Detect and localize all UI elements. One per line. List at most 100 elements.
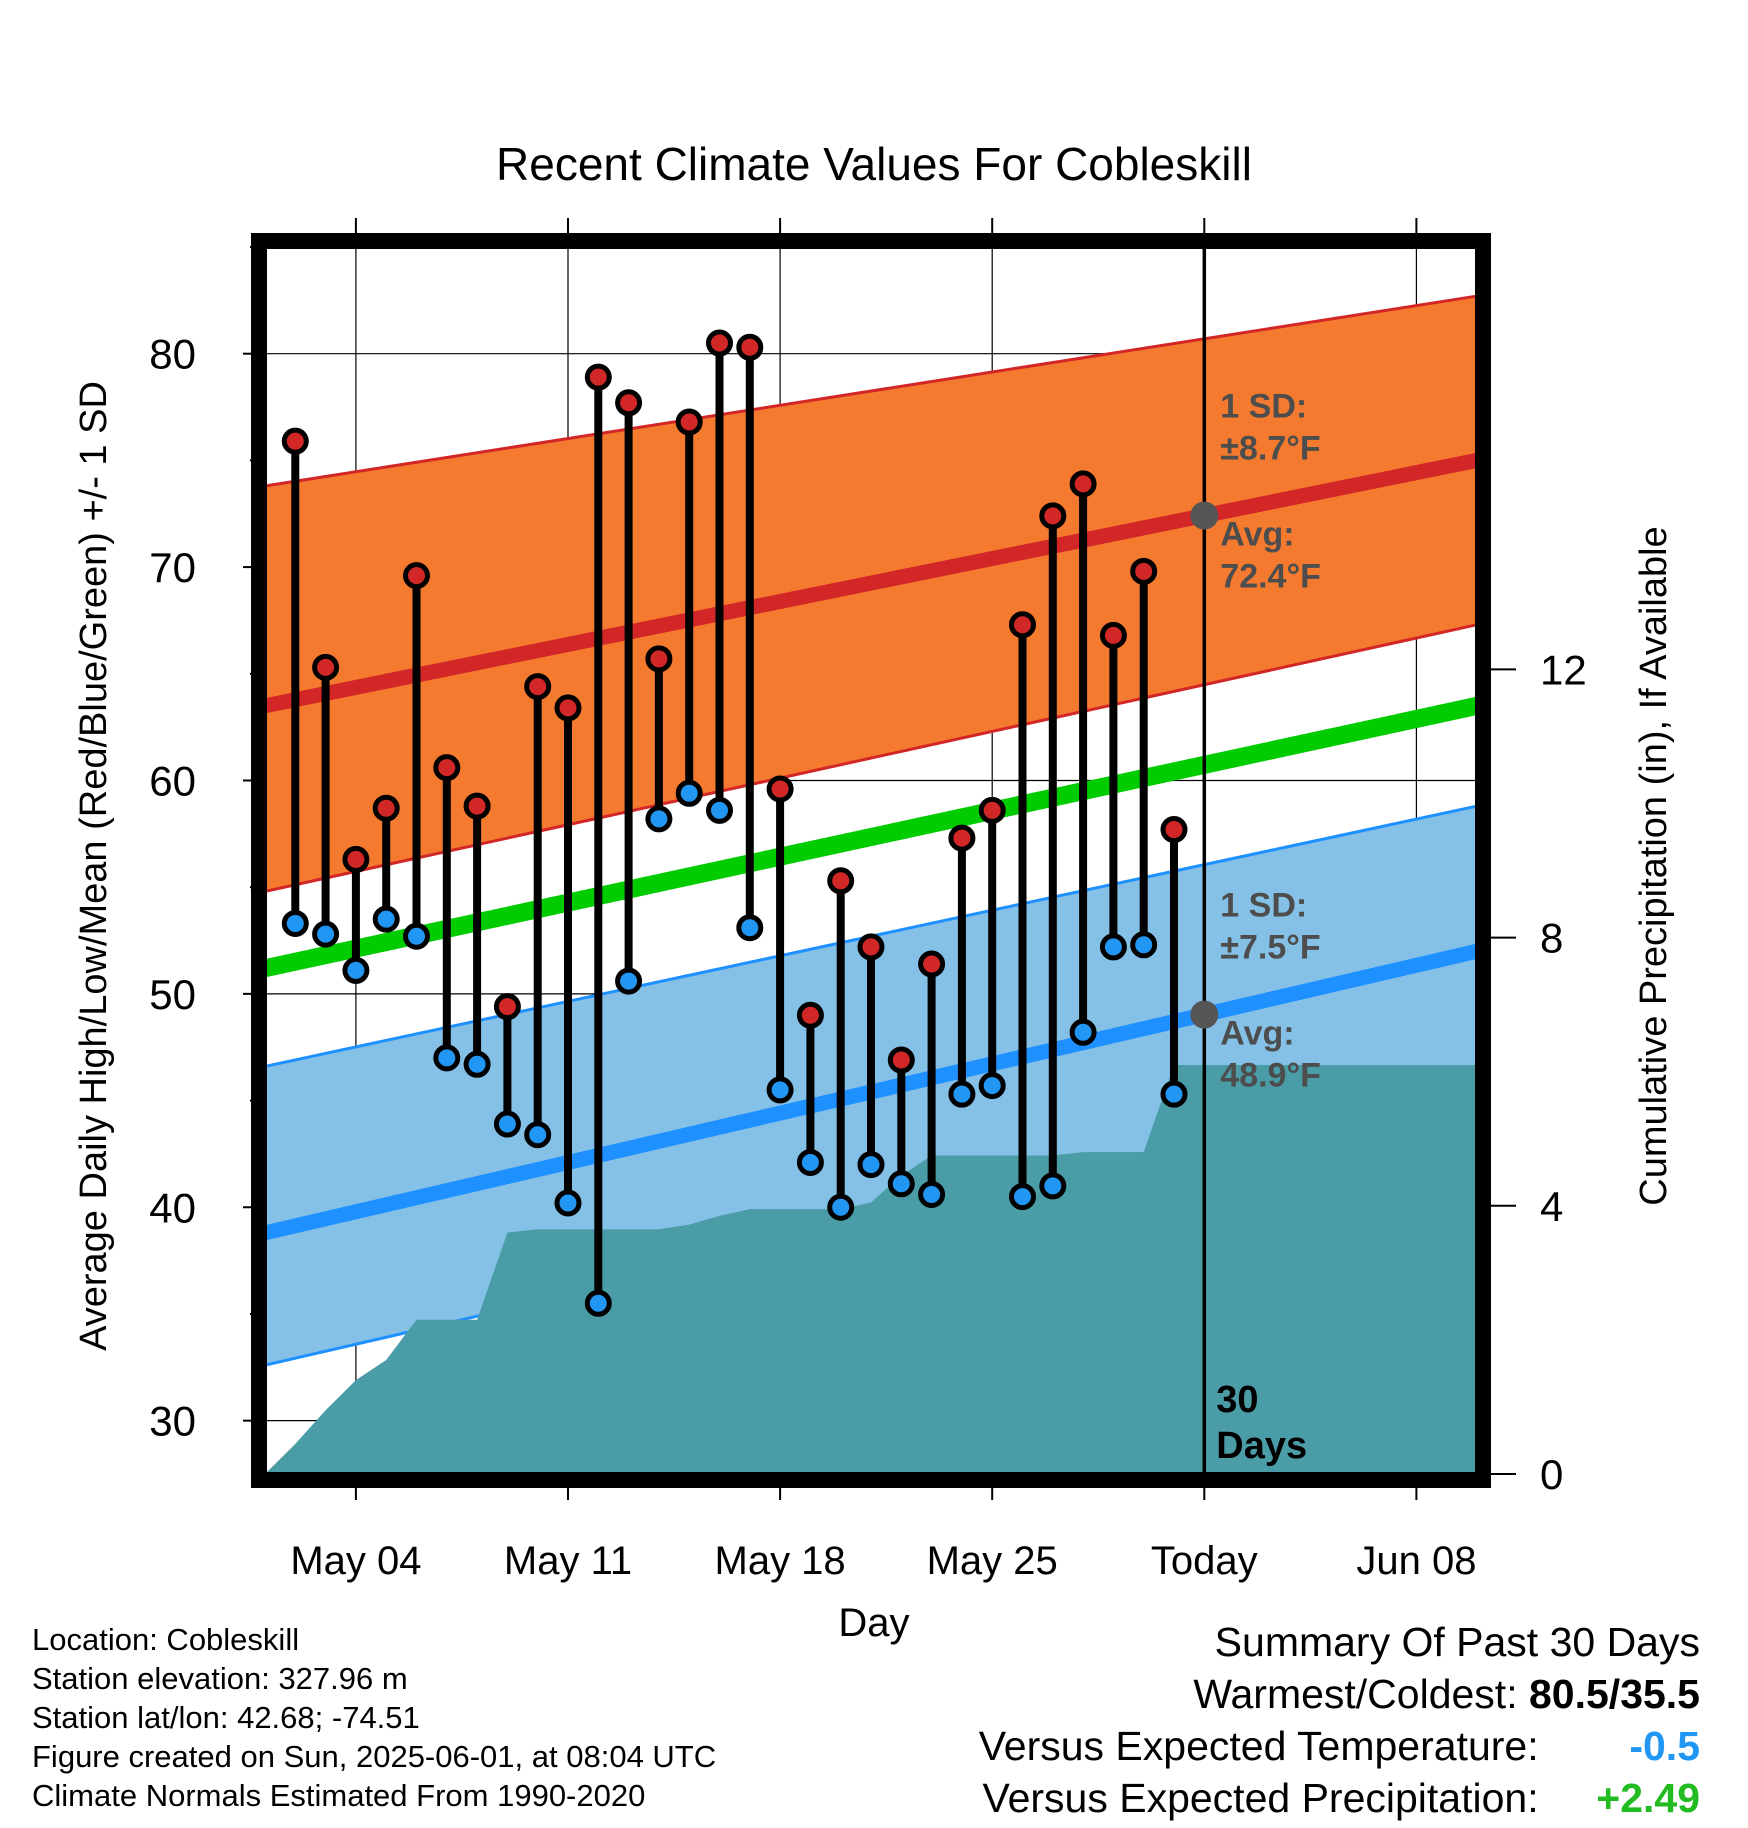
low-point-6 [463, 1050, 491, 1078]
location-text: Location: Cobleskill [32, 1622, 300, 1657]
low-point-29 [1160, 1080, 1188, 1108]
x-tick-label-1: May 11 [504, 1539, 632, 1583]
low-point-22 [948, 1080, 976, 1108]
high-point-4 [403, 562, 430, 590]
high-point-21 [918, 950, 946, 978]
high-point-12 [645, 645, 673, 673]
high-point-11 [615, 389, 643, 417]
y-axis-title-right: Cumulative Precipitation (in), If Availa… [1633, 526, 1675, 1205]
high-avg-label-line-1: 72.4°F [1220, 558, 1321, 596]
y-axis-right: 0 4 8 12 [1484, 646, 1587, 1498]
low-point-25 [1039, 1172, 1067, 1200]
low-avg-dot [1190, 1000, 1219, 1029]
warm-cold-value: 80.5/35.5 [1529, 1671, 1700, 1717]
low-sd-label-line-0: 1 SD: [1220, 887, 1307, 925]
high-point-5 [433, 754, 461, 782]
elevation-text: Station elevation: 327.96 m [32, 1661, 408, 1696]
high-point-6 [463, 792, 491, 820]
high-point-15 [736, 333, 764, 361]
high-point-16 [766, 775, 794, 803]
low-point-2 [342, 956, 370, 984]
low-point-10 [584, 1289, 612, 1317]
high-point-22 [948, 824, 976, 852]
low-point-9 [554, 1189, 582, 1217]
precip-area-group [265, 1065, 1477, 1474]
high-point-18 [827, 867, 855, 895]
y-axis-left: 30 40 50 60 70 80 [149, 246, 259, 1445]
normal-high-avg-line [263, 453, 1479, 714]
summary-title: Summary Of Past 30 Days [1214, 1619, 1700, 1665]
high-point-7 [493, 993, 521, 1021]
today-label-line-1: Days [1216, 1425, 1307, 1467]
low-point-12 [645, 805, 673, 833]
low-point-8 [524, 1121, 552, 1149]
y-tick-label-3: 60 [149, 757, 196, 804]
low-point-5 [433, 1044, 461, 1072]
y-right-tick-label-2: 8 [1540, 915, 1563, 962]
low-point-0 [281, 909, 309, 937]
x-tick-label-3: May 25 [927, 1539, 1058, 1583]
low-point-15 [736, 914, 764, 942]
x-tick-label-4: Today [1151, 1539, 1258, 1583]
low-point-27 [1099, 933, 1127, 961]
today-label-line-0: 30 [1216, 1379, 1258, 1421]
plot-frame-group [251, 233, 1491, 1488]
high-point-24 [1009, 611, 1036, 639]
high-point-1 [312, 653, 340, 681]
created-text: Figure created on Sun, 2025-06-01, at 08… [32, 1739, 717, 1774]
high-point-20 [887, 1046, 915, 1074]
high-point-0 [281, 427, 309, 455]
low-avg-label-line-0: Avg: [1220, 1015, 1294, 1053]
x-tick-label-2: May 18 [715, 1539, 846, 1583]
high-avg-label-line-0: Avg: [1220, 516, 1294, 554]
y-tick-label-5: 80 [149, 331, 196, 378]
high-point-13 [675, 408, 703, 436]
summary-panel: Summary Of Past 30 Days Warmest/Coldest:… [979, 1616, 1700, 1824]
low-point-19 [857, 1151, 885, 1179]
summary-precip-row: Versus Expected Precipitation: +2.49 [979, 1772, 1701, 1824]
precip-label: Versus Expected Precipitation: [982, 1775, 1539, 1821]
high-point-14 [706, 329, 733, 357]
low-point-16 [766, 1076, 794, 1104]
low-avg-label-line-1: 48.9°F [1220, 1057, 1321, 1095]
high-point-27 [1099, 621, 1127, 649]
high-point-19 [857, 933, 885, 961]
high-point-28 [1130, 557, 1158, 585]
y-tick-label-1: 40 [149, 1184, 196, 1231]
low-point-1 [312, 920, 340, 948]
summary-temp-row: Versus Expected Temperature: -0.5 [979, 1720, 1700, 1772]
high-point-23 [978, 796, 1006, 824]
high-point-9 [554, 694, 582, 722]
normal-mean-line [263, 696, 1479, 978]
low-point-11 [615, 967, 643, 995]
annotations: 1 SD: ±8.7°F Avg: 72.4°F 1 SD: ±7.5°F Avg: 48.9… [1190, 388, 1321, 1095]
x-tick-label-5: Jun 08 [1356, 1539, 1476, 1583]
low-point-7 [493, 1110, 521, 1138]
plot-frame [251, 233, 1491, 1488]
y-axis-title: Average Daily High/Low/Mean (Red/Blue/Gr… [73, 381, 115, 1351]
low-point-21 [918, 1180, 946, 1208]
precip-area [265, 1065, 1477, 1474]
y-right-tick-label-0: 0 [1540, 1451, 1563, 1498]
low-point-18 [827, 1193, 855, 1221]
low-sd-label-line-1: ±7.5°F [1220, 929, 1320, 967]
observations [281, 329, 1188, 1317]
normal-high-upper-line [264, 294, 1478, 488]
high-sd-label-line-0: 1 SD: [1220, 388, 1307, 426]
high-point-2 [342, 845, 370, 873]
low-point-28 [1130, 931, 1158, 959]
precip-value: +2.49 [1596, 1775, 1700, 1821]
low-point-17 [796, 1148, 824, 1176]
latlon-text: Station lat/lon: 42.68; -74.51 [32, 1700, 420, 1735]
x-axis-title: Day [838, 1601, 909, 1645]
y-right-tick-label-1: 4 [1540, 1183, 1563, 1230]
low-point-23 [978, 1072, 1006, 1100]
x-axis: May 04 May 11 May 18 May 25 Today Jun 08 [290, 218, 1476, 1583]
temp-label: Versus Expected Temperature: [978, 1723, 1539, 1769]
high-point-17 [796, 1001, 824, 1029]
y-right-tick-label-3: 12 [1540, 646, 1587, 693]
high-point-29 [1160, 816, 1188, 844]
high-sd-label-line-1: ±8.7°F [1220, 430, 1320, 468]
high-point-10 [584, 363, 612, 391]
